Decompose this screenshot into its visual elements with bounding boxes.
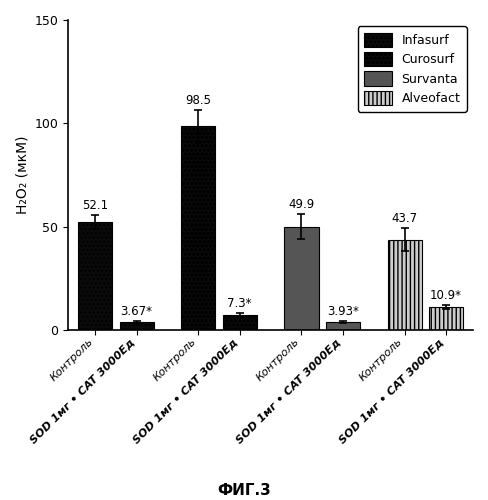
- Text: Контроль: Контроль: [255, 337, 302, 384]
- Text: SOD 1мг • CAT 3000Ед: SOD 1мг • CAT 3000Ед: [28, 337, 137, 445]
- Text: Контроль: Контроль: [358, 337, 405, 384]
- Y-axis label: H₂O₂ (мкМ): H₂O₂ (мкМ): [15, 136, 29, 214]
- Text: 7.3*: 7.3*: [227, 297, 252, 310]
- Text: 3.93*: 3.93*: [327, 305, 359, 318]
- Text: SOD 1мг • CAT 3000Ед: SOD 1мг • CAT 3000Ед: [235, 337, 343, 445]
- Text: 43.7: 43.7: [391, 212, 418, 225]
- Bar: [429, 308, 463, 330]
- Bar: [285, 227, 319, 330]
- Text: Контроль: Контроль: [152, 337, 199, 384]
- Bar: [120, 322, 154, 330]
- Text: SOD 1мг • CAT 3000Ед: SOD 1мг • CAT 3000Ед: [131, 337, 240, 445]
- Text: 52.1: 52.1: [82, 199, 108, 212]
- Text: SOD 1мг • CAT 3000Ед: SOD 1мг • CAT 3000Ед: [338, 337, 446, 445]
- Bar: [387, 240, 422, 330]
- Text: Контроль: Контроль: [49, 337, 95, 384]
- Text: 10.9*: 10.9*: [430, 289, 462, 302]
- Text: 3.67*: 3.67*: [121, 306, 153, 318]
- Bar: [182, 126, 216, 330]
- Legend: Infasurf, Curosurf, Survanta, Alveofact: Infasurf, Curosurf, Survanta, Alveofact: [358, 26, 467, 112]
- Bar: [79, 222, 112, 330]
- Bar: [223, 315, 257, 330]
- Bar: [325, 322, 360, 330]
- Text: ФИГ.3: ФИГ.3: [217, 483, 271, 498]
- Text: 98.5: 98.5: [185, 94, 211, 107]
- Text: 49.9: 49.9: [288, 198, 315, 211]
